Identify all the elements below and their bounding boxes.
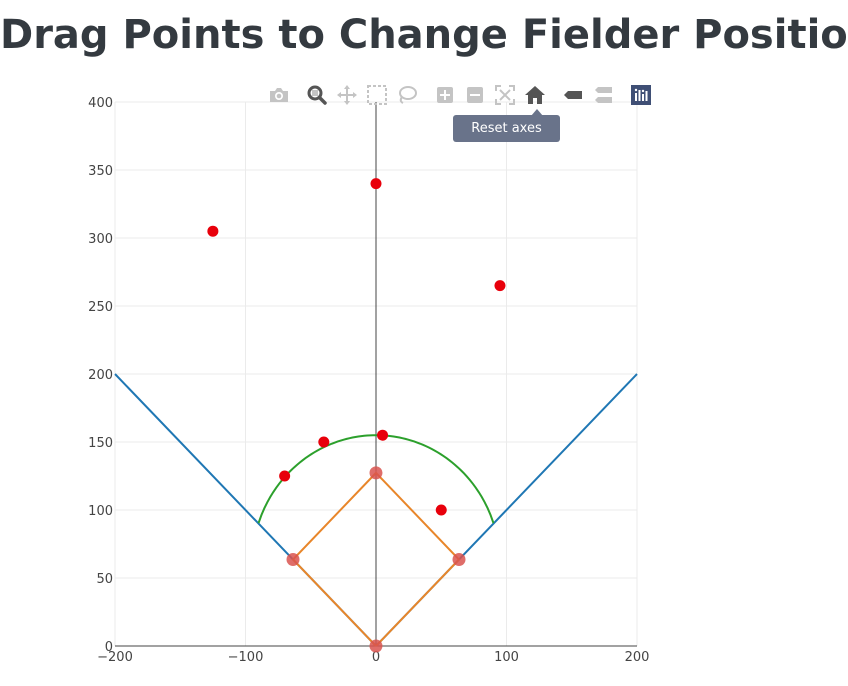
fielder-marker[interactable] [207, 225, 219, 237]
zoom-in-icon [437, 87, 453, 103]
zoom-icon [307, 85, 327, 105]
y-tick-label: 150 [88, 436, 113, 451]
reset-axes-button[interactable] [520, 83, 550, 107]
x-tick-label: 0 [372, 650, 380, 665]
y-tick-label: 350 [88, 164, 113, 179]
camera-button[interactable] [264, 83, 294, 107]
modebar [264, 82, 656, 108]
zoom-button[interactable] [302, 83, 332, 107]
base-marker[interactable] [286, 553, 300, 567]
reset-axes-tooltip: Reset axes [453, 109, 560, 142]
box-select-button[interactable] [362, 83, 392, 107]
camera-icon [270, 88, 288, 102]
fielder-marker[interactable] [377, 429, 389, 441]
markers[interactable] [207, 178, 506, 653]
base-marker[interactable] [369, 466, 383, 480]
spike-lines-button[interactable] [558, 83, 588, 107]
pan-button[interactable] [332, 83, 362, 107]
zoom-in-button[interactable] [430, 83, 460, 107]
x-tick-label: 200 [625, 650, 650, 665]
lasso-select-button[interactable] [392, 83, 422, 107]
x-tick-label: −200 [97, 650, 133, 665]
lasso-select-icon [399, 86, 417, 104]
y-tick-label: 200 [88, 368, 113, 383]
y-tick-label: 100 [88, 504, 113, 519]
autoscale-button[interactable] [490, 83, 520, 107]
fielder-marker[interactable] [435, 504, 447, 516]
box-select-icon [367, 85, 387, 105]
fielder-marker[interactable] [279, 470, 291, 482]
plotly-logo-icon [631, 85, 651, 105]
x-tick-label: −100 [228, 650, 264, 665]
y-tick-label: 400 [88, 96, 113, 111]
zoom-out-icon [467, 87, 483, 103]
tick-labels: −200 −100 0 100 200 0 50 100 150 200 250 300 350 400 [88, 96, 649, 665]
page-title: Drag Points to Change Fielder Positions [0, 12, 848, 58]
plotly-logo-button[interactable] [626, 83, 656, 107]
x-tick-label: 100 [494, 650, 519, 665]
fielder-marker[interactable] [318, 436, 330, 448]
hover-compare-icon [595, 87, 612, 103]
y-tick-label: 250 [88, 300, 113, 315]
pan-icon [337, 85, 357, 105]
zoom-out-button[interactable] [460, 83, 490, 107]
fielder-marker[interactable] [494, 280, 506, 292]
y-tick-label: 300 [88, 232, 113, 247]
y-tick-label: 50 [96, 572, 113, 587]
tooltip-label: Reset axes [453, 115, 560, 142]
spike-lines-icon [564, 91, 582, 99]
base-marker[interactable] [452, 553, 466, 567]
tooltip-arrow [531, 109, 543, 116]
infield-arc [257, 434, 495, 524]
fielder-marker[interactable] [370, 178, 382, 190]
base-marker[interactable] [369, 639, 383, 653]
hover-compare-button[interactable] [588, 83, 618, 107]
y-tick-label: 0 [105, 640, 113, 655]
home-icon [525, 86, 545, 104]
autoscale-icon [495, 85, 515, 105]
